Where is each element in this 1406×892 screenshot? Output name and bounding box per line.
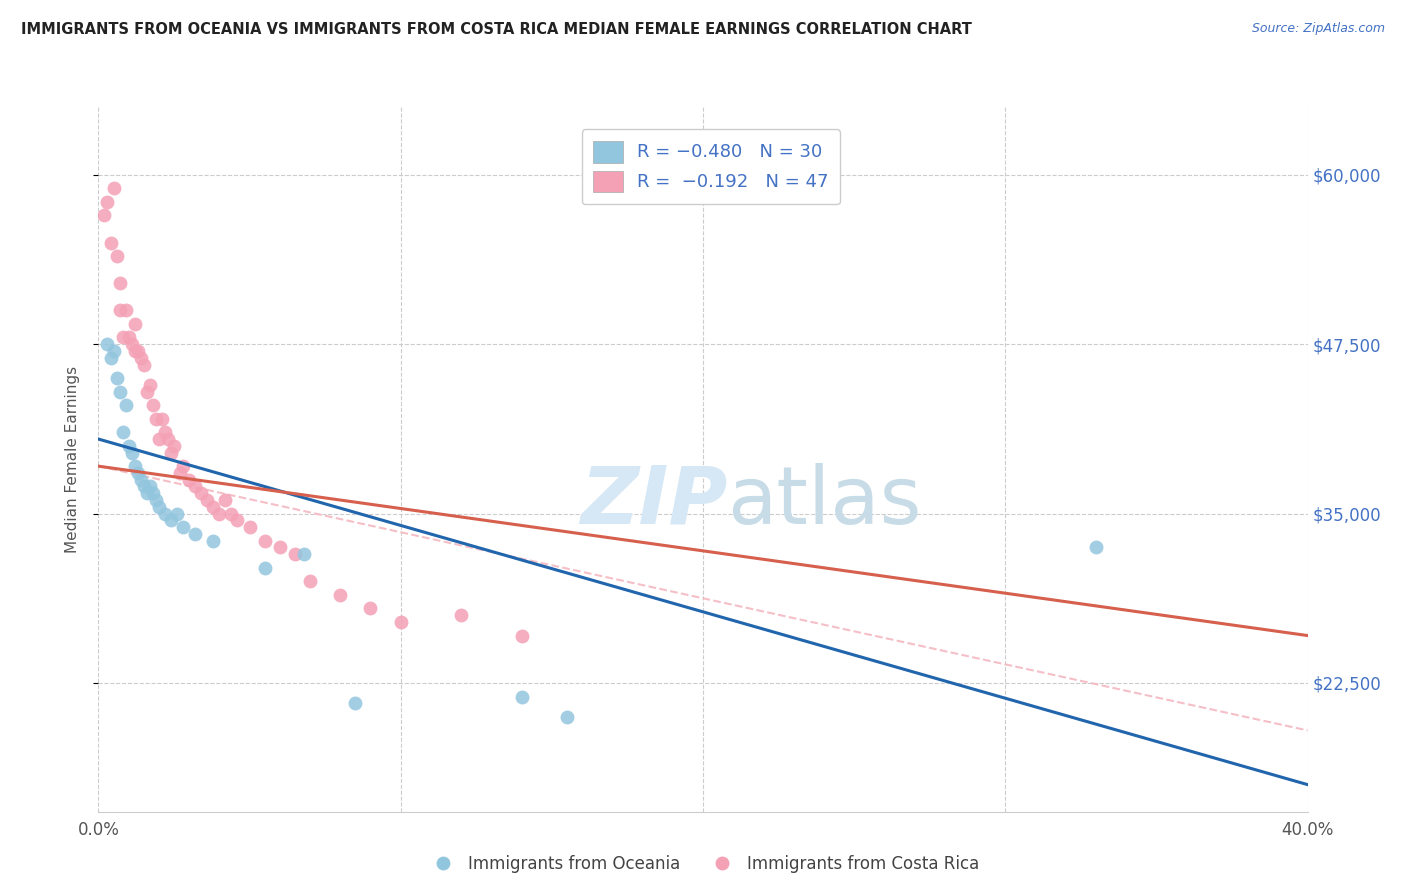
- Point: [114, 398, 136, 412]
- Y-axis label: Median Female Earnings: Median Female Earnings: [65, 366, 80, 553]
- Point: [269, 541, 291, 555]
- Point: [93, 209, 115, 223]
- Point: [329, 588, 352, 602]
- Point: [160, 445, 183, 459]
- Legend: Immigrants from Oceania, Immigrants from Costa Rica: Immigrants from Oceania, Immigrants from…: [420, 848, 986, 880]
- Point: [132, 479, 155, 493]
- Point: [148, 432, 170, 446]
- Point: [135, 486, 157, 500]
- Point: [163, 439, 186, 453]
- Point: [389, 615, 412, 629]
- Point: [121, 337, 143, 351]
- Point: [344, 696, 367, 710]
- Text: atlas: atlas: [727, 463, 921, 541]
- Point: [284, 547, 307, 561]
- Point: [100, 351, 122, 365]
- Point: [124, 317, 146, 331]
- Point: [139, 479, 162, 493]
- Point: [108, 303, 131, 318]
- Point: [108, 384, 131, 399]
- Point: [105, 249, 128, 263]
- Point: [153, 425, 176, 440]
- Point: [208, 507, 231, 521]
- Point: [172, 520, 194, 534]
- Point: [156, 432, 179, 446]
- Point: [153, 507, 176, 521]
- Point: [184, 479, 207, 493]
- Point: [135, 384, 157, 399]
- Point: [172, 459, 194, 474]
- Point: [121, 445, 143, 459]
- Point: [142, 398, 165, 412]
- Point: [555, 710, 578, 724]
- Point: [142, 486, 165, 500]
- Point: [253, 533, 276, 548]
- Point: [139, 377, 162, 392]
- Point: [510, 690, 533, 704]
- Point: [124, 343, 146, 358]
- Point: [127, 343, 149, 358]
- Text: Source: ZipAtlas.com: Source: ZipAtlas.com: [1251, 22, 1385, 36]
- Point: [118, 330, 141, 344]
- Point: [1085, 541, 1108, 555]
- Point: [202, 500, 225, 514]
- Point: [124, 459, 146, 474]
- Point: [221, 507, 243, 521]
- Point: [118, 439, 141, 453]
- Point: [96, 194, 118, 209]
- Text: ZIP: ZIP: [579, 463, 727, 541]
- Point: [202, 533, 225, 548]
- Point: [292, 547, 315, 561]
- Point: [96, 337, 118, 351]
- Point: [450, 608, 472, 623]
- Point: [239, 520, 262, 534]
- Point: [166, 507, 188, 521]
- Point: [129, 473, 152, 487]
- Point: [179, 473, 201, 487]
- Point: [111, 425, 134, 440]
- Point: [114, 303, 136, 318]
- Point: [108, 277, 131, 291]
- Point: [169, 466, 191, 480]
- Point: [129, 351, 152, 365]
- Point: [360, 601, 382, 615]
- Point: [510, 628, 533, 642]
- Point: [195, 493, 218, 508]
- Point: [150, 411, 173, 425]
- Point: [127, 466, 149, 480]
- Point: [103, 181, 125, 195]
- Legend: R = −0.480   N = 30, R =  −0.192   N = 47: R = −0.480 N = 30, R = −0.192 N = 47: [582, 129, 839, 204]
- Point: [253, 561, 276, 575]
- Point: [299, 574, 322, 589]
- Point: [145, 493, 167, 508]
- Point: [111, 330, 134, 344]
- Point: [226, 513, 249, 527]
- Point: [160, 513, 183, 527]
- Point: [105, 371, 128, 385]
- Point: [190, 486, 212, 500]
- Point: [148, 500, 170, 514]
- Point: [103, 343, 125, 358]
- Point: [145, 411, 167, 425]
- Point: [214, 493, 236, 508]
- Text: IMMIGRANTS FROM OCEANIA VS IMMIGRANTS FROM COSTA RICA MEDIAN FEMALE EARNINGS COR: IMMIGRANTS FROM OCEANIA VS IMMIGRANTS FR…: [21, 22, 972, 37]
- Point: [100, 235, 122, 250]
- Point: [132, 358, 155, 372]
- Point: [184, 527, 207, 541]
